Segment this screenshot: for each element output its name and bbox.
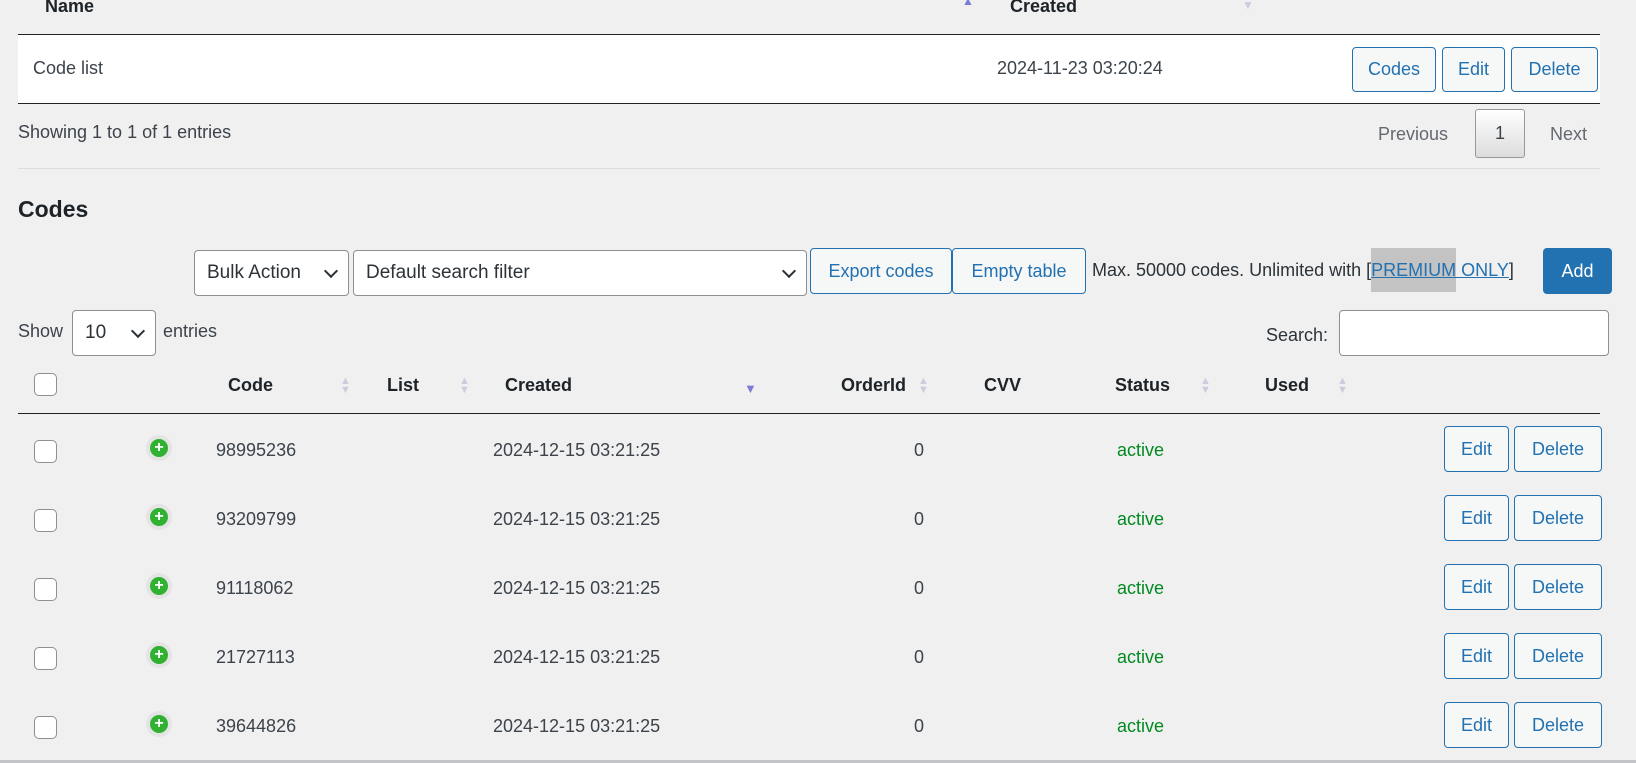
empty-table-button[interactable]: Empty table: [952, 248, 1086, 294]
bulk-action-value: Bulk Action: [207, 262, 301, 283]
entries-label: entries: [163, 321, 218, 341]
sort-icon: ▼: [1242, 0, 1254, 12]
chevron-down-icon: [130, 323, 146, 339]
chevron-down-icon: [323, 263, 339, 279]
column-header-status[interactable]: Status: [1115, 375, 1171, 395]
created-value: 2024-12-15 03:21:25: [493, 440, 661, 460]
entries-value: 10: [85, 322, 107, 343]
sort-asc-icon: ▲: [962, 0, 974, 8]
sort-icon: ▲ ▼: [1337, 375, 1348, 396]
list-created: 2024-11-23 03:20:24: [997, 58, 1163, 78]
limit-text: Max. 50000 codes. Unlimited with [: [1092, 260, 1372, 280]
edit-button[interactable]: Edit: [1444, 702, 1509, 748]
orderid-value: 0: [913, 440, 924, 460]
limit-end: ]: [1508, 260, 1514, 280]
row-checkbox[interactable]: [34, 440, 57, 463]
edit-button[interactable]: Edit: [1442, 47, 1505, 92]
created-value: 2024-12-15 03:21:25: [493, 578, 661, 598]
code-value: 98995236: [216, 440, 297, 460]
expand-plus-icon[interactable]: +: [146, 573, 172, 599]
expand-plus-icon[interactable]: +: [146, 711, 172, 737]
delete-button[interactable]: Delete: [1511, 47, 1598, 92]
created-value: 2024-12-15 03:21:25: [493, 716, 661, 736]
column-header-created[interactable]: Created: [505, 375, 573, 395]
sort-icon: ▲ ▼: [459, 375, 470, 396]
delete-button[interactable]: Delete: [1514, 702, 1602, 748]
edit-button[interactable]: Edit: [1444, 564, 1509, 610]
add-button[interactable]: Add: [1543, 248, 1612, 294]
column-header-used[interactable]: Used: [1265, 375, 1310, 395]
orderid-value: 0: [913, 647, 924, 667]
orderid-value: 0: [913, 716, 924, 736]
bulk-action-select[interactable]: Bulk Action: [194, 250, 349, 296]
search-label: Search:: [1266, 325, 1329, 345]
column-header-list[interactable]: List: [387, 375, 420, 395]
search-input[interactable]: [1339, 310, 1609, 356]
status-badge: active: [1117, 716, 1165, 736]
sort-icon: ▲ ▼: [340, 375, 351, 396]
next-page[interactable]: Next: [1550, 124, 1588, 144]
sort-icon: ▲ ▼: [1200, 375, 1211, 396]
search-filter-select[interactable]: Default search filter: [353, 250, 807, 296]
code-value: 39644826: [216, 716, 297, 736]
chevron-down-icon: [781, 263, 797, 279]
premium-link[interactable]: PREMIUM ONLY: [1371, 248, 1509, 292]
previous-page[interactable]: Previous: [1378, 124, 1449, 144]
edit-button[interactable]: Edit: [1444, 633, 1509, 679]
sort-desc-icon: ▼: [744, 381, 757, 396]
column-header-created[interactable]: Created: [1010, 0, 1078, 16]
divider: [18, 168, 1600, 169]
created-value: 2024-12-15 03:21:25: [493, 647, 661, 667]
select-all-checkbox[interactable]: [34, 373, 57, 396]
column-header-cvv[interactable]: CVV: [984, 375, 1022, 395]
edit-button[interactable]: Edit: [1444, 495, 1509, 541]
list-name: Code list: [33, 58, 104, 78]
status-badge: active: [1117, 440, 1165, 460]
delete-button[interactable]: Delete: [1514, 633, 1602, 679]
expand-plus-icon[interactable]: +: [146, 504, 172, 530]
row-checkbox[interactable]: [34, 716, 57, 739]
entries-select[interactable]: 10: [72, 310, 156, 356]
orderid-value: 0: [913, 509, 924, 529]
row-checkbox[interactable]: [34, 509, 57, 532]
code-value: 93209799: [216, 509, 297, 529]
bottom-edge: [0, 760, 1636, 763]
search-filter-value: Default search filter: [366, 262, 530, 283]
sort-icon: ▲ ▼: [918, 375, 929, 396]
page-1-button[interactable]: 1: [1475, 109, 1525, 158]
status-badge: active: [1117, 578, 1165, 598]
delete-button[interactable]: Delete: [1514, 426, 1602, 472]
delete-button[interactable]: Delete: [1514, 495, 1602, 541]
column-header-code[interactable]: Code: [228, 375, 273, 395]
edit-button[interactable]: Edit: [1444, 426, 1509, 472]
code-value: 21727113: [216, 647, 295, 667]
export-codes-button[interactable]: Export codes: [810, 248, 952, 294]
orderid-value: 0: [913, 578, 924, 598]
expand-plus-icon[interactable]: +: [146, 642, 172, 668]
table-row: Code list 2024-11-23 03:20:24 Codes Edit…: [18, 34, 1600, 104]
limit-notice: Max. 50000 codes. Unlimited with [PREMIU…: [1092, 248, 1514, 292]
row-checkbox[interactable]: [34, 578, 57, 601]
column-header-name[interactable]: Name: [45, 0, 95, 16]
codes-button[interactable]: Codes: [1352, 47, 1436, 92]
codes-heading: Codes: [18, 196, 89, 222]
column-header-orderid[interactable]: OrderId: [841, 375, 907, 395]
created-value: 2024-12-15 03:21:25: [493, 509, 661, 529]
status-badge: active: [1117, 647, 1165, 667]
header-divider: [18, 413, 1600, 414]
expand-plus-icon[interactable]: +: [146, 435, 172, 461]
status-badge: active: [1117, 509, 1165, 529]
table-info: Showing 1 to 1 of 1 entries: [18, 122, 232, 142]
row-checkbox[interactable]: [34, 647, 57, 670]
code-value: 91118062: [216, 578, 294, 598]
delete-button[interactable]: Delete: [1514, 564, 1602, 610]
show-label: Show: [18, 321, 64, 341]
